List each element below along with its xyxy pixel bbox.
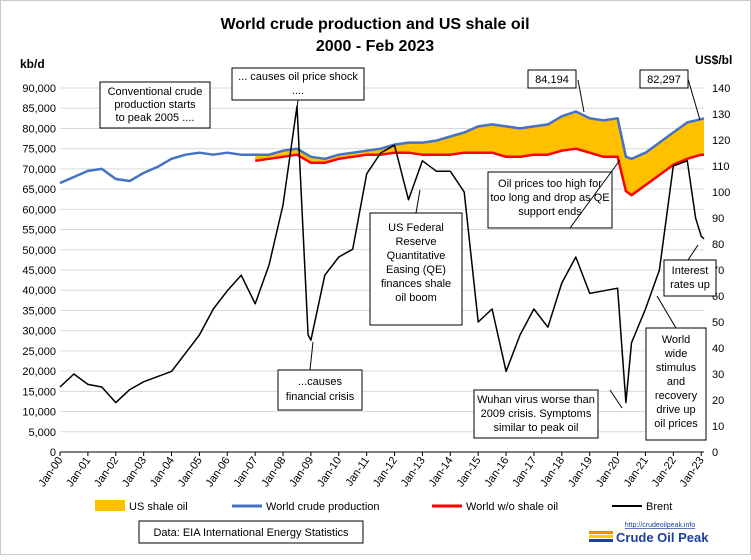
svg-text:and: and xyxy=(667,376,685,388)
left-tick-label: 90,000 xyxy=(22,83,56,95)
right-tick-label: 50 xyxy=(712,317,724,329)
svg-text:wide: wide xyxy=(664,348,688,360)
left-tick-label: 40,000 xyxy=(22,285,56,297)
annotation-prices-high: Oil prices too high for too long and dro… xyxy=(487,171,613,229)
svg-text:84,194: 84,194 xyxy=(535,74,569,86)
left-tick-label: 70,000 xyxy=(22,164,56,176)
legend-us-shale: US shale oil xyxy=(129,501,188,513)
svg-text:Data: EIA International Energ: Data: EIA International Energy Statistic… xyxy=(153,527,349,539)
annotation-peak2: 82,297 xyxy=(639,69,689,89)
annotation-callout-lines xyxy=(296,78,701,409)
svg-text:too long and drop as QE: too long and drop as QE xyxy=(490,192,609,204)
left-tick-label: 85,000 xyxy=(22,103,56,115)
legend-swatch-us-shale xyxy=(95,500,125,511)
svg-text:to peak 2005 ....: to peak 2005 .... xyxy=(116,112,195,124)
right-tick-label: 20 xyxy=(712,395,724,407)
svg-text:Reserve: Reserve xyxy=(396,236,437,248)
source-box: Data: EIA International Energy Statistic… xyxy=(138,520,364,544)
right-tick-label: 0 xyxy=(712,447,718,459)
svg-text:recovery: recovery xyxy=(655,390,698,402)
annotation-price-shock: ... causes oil price shock .... xyxy=(231,67,365,101)
crude-oil-peak-logo: http://crudeoilpeak.info Crude Oil Peak xyxy=(589,522,709,545)
left-tick-label: 10,000 xyxy=(22,407,56,419)
right-tick-label: 110 xyxy=(712,161,730,173)
legend: US shale oil World crude production Worl… xyxy=(95,500,672,513)
svg-text:rates up: rates up xyxy=(670,279,710,291)
chart-title-line2: 2000 - Feb 2023 xyxy=(316,38,434,55)
left-axis-unit: kb/d xyxy=(20,57,45,71)
legend-world: World crude production xyxy=(266,501,380,513)
svg-text:Quantitative: Quantitative xyxy=(387,250,446,262)
svg-text:oil boom: oil boom xyxy=(395,292,437,304)
legend-world-wo-shale: World w/o shale oil xyxy=(466,501,558,513)
annotation-stimulus: World wide stimulus and recovery drive u… xyxy=(645,327,707,441)
right-tick-label: 30 xyxy=(712,369,724,381)
left-axis-ticks: 0 5,000 10,000 15,000 20,000 25,000 30,000 35,0… xyxy=(22,83,56,459)
left-tick-label: 5,000 xyxy=(28,427,56,439)
right-tick-label: 140 xyxy=(712,83,730,95)
svg-text:support ends: support ends xyxy=(518,206,582,218)
annotation-financial: ...causes financial crisis xyxy=(277,369,363,411)
svg-text:Conventional crude: Conventional crude xyxy=(108,86,203,98)
series-us-shale-area xyxy=(255,111,704,196)
left-tick-label: 60,000 xyxy=(22,204,56,216)
left-tick-label: 30,000 xyxy=(22,326,56,338)
left-tick-label: 35,000 xyxy=(22,305,56,317)
svg-text:... causes oil price shock: ... causes oil price shock xyxy=(238,71,358,83)
svg-text:similar to peak oil: similar to peak oil xyxy=(494,422,579,434)
right-tick-label: 120 xyxy=(712,135,730,147)
svg-text:financial crisis: financial crisis xyxy=(286,391,355,403)
svg-text:Oil prices too high for: Oil prices too high for xyxy=(498,178,602,190)
chart-title-line1: World crude production and US shale oil xyxy=(220,16,529,33)
left-tick-label: 50,000 xyxy=(22,245,56,257)
right-tick-label: 100 xyxy=(712,187,730,199)
right-tick-label: 80 xyxy=(712,239,724,251)
annotation-peak1: 84,194 xyxy=(527,69,577,89)
left-tick-label: 45,000 xyxy=(22,265,56,277)
svg-text:2009 crisis. Symptoms: 2009 crisis. Symptoms xyxy=(481,408,592,420)
annotation-qe: US Federal Reserve Quantitative Easing (… xyxy=(369,212,463,326)
svg-text:drive up: drive up xyxy=(656,404,695,416)
svg-text:World: World xyxy=(662,334,691,346)
series-brent-line xyxy=(59,105,705,404)
legend-brent: Brent xyxy=(646,501,672,513)
svg-text:Crude Oil Peak: Crude Oil Peak xyxy=(616,530,709,545)
svg-text:Interest: Interest xyxy=(672,265,709,277)
left-tick-label: 15,000 xyxy=(22,386,56,398)
svg-text:production starts: production starts xyxy=(114,99,196,111)
svg-text:Wuhan virus worse than: Wuhan virus worse than xyxy=(477,394,595,406)
right-tick-label: 90 xyxy=(712,213,724,225)
svg-text:stimulus: stimulus xyxy=(656,362,697,374)
left-tick-label: 75,000 xyxy=(22,144,56,156)
svg-text:finances shale: finances shale xyxy=(381,278,451,290)
left-tick-label: 80,000 xyxy=(22,123,56,135)
right-axis-unit: US$/bl xyxy=(695,53,732,67)
plot-series xyxy=(59,105,705,404)
left-tick-label: 55,000 xyxy=(22,225,56,237)
svg-text:....: .... xyxy=(292,85,304,97)
svg-text:82,297: 82,297 xyxy=(647,74,681,86)
series-world-wo-shale-line xyxy=(255,147,704,197)
right-tick-label: 10 xyxy=(712,421,724,433)
svg-text:US Federal: US Federal xyxy=(388,222,444,234)
left-tick-label: 0 xyxy=(50,447,56,459)
left-tick-label: 25,000 xyxy=(22,346,56,358)
left-tick-label: 65,000 xyxy=(22,184,56,196)
right-tick-label: 130 xyxy=(712,109,730,121)
annotation-wuhan: Wuhan virus worse than 2009 crisis. Symp… xyxy=(473,389,599,439)
svg-text:Easing (QE): Easing (QE) xyxy=(386,264,446,276)
svg-text:http://crudeoilpeak.info: http://crudeoilpeak.info xyxy=(625,522,696,529)
svg-text:oil prices: oil prices xyxy=(654,418,698,430)
svg-text:...causes: ...causes xyxy=(298,376,343,388)
annotation-conventional: Conventional crude production starts to … xyxy=(99,81,211,129)
left-tick-label: 20,000 xyxy=(22,366,56,378)
right-tick-label: 40 xyxy=(712,343,724,355)
annotation-interest: Interest rates up xyxy=(663,259,717,297)
